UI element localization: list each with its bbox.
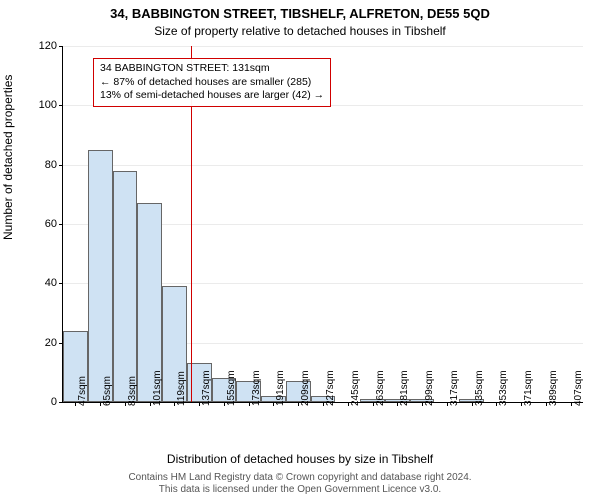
annotation-line: 13% of semi-detached houses are larger (… <box>100 89 324 103</box>
gridline <box>63 165 583 166</box>
x-tick-label: 137sqm <box>201 370 212 406</box>
x-tick-mark <box>125 402 126 406</box>
x-tick-label: 209sqm <box>300 370 311 406</box>
x-tick-mark <box>571 402 572 406</box>
x-axis-label: Distribution of detached houses by size … <box>0 452 600 466</box>
annotation-line: ← 87% of detached houses are smaller (28… <box>100 76 324 90</box>
x-tick-mark <box>150 402 151 406</box>
x-tick-mark <box>521 402 522 406</box>
histogram-bar <box>88 150 113 402</box>
x-tick-label: 83sqm <box>127 376 138 406</box>
x-tick-mark <box>348 402 349 406</box>
x-tick-mark <box>373 402 374 406</box>
x-tick-label: 263sqm <box>375 370 386 406</box>
y-tick-label: 80 <box>45 159 63 171</box>
x-tick-label: 101sqm <box>152 370 163 406</box>
x-tick-label: 173sqm <box>251 370 262 406</box>
gridline <box>63 46 583 47</box>
y-tick-label: 20 <box>45 337 63 349</box>
x-tick-label: 281sqm <box>399 370 410 406</box>
x-tick-label: 353sqm <box>498 370 509 406</box>
footer-line1: Contains HM Land Registry data © Crown c… <box>128 472 471 483</box>
chart-subtitle: Size of property relative to detached ho… <box>0 24 600 38</box>
x-tick-label: 119sqm <box>176 371 187 406</box>
y-tick-label: 40 <box>45 277 63 289</box>
chart-container: { "title_main": "34, BABBINGTON STREET, … <box>0 0 600 500</box>
x-tick-mark <box>249 402 250 406</box>
x-tick-label: 47sqm <box>77 376 88 406</box>
x-tick-label: 407sqm <box>573 370 584 406</box>
x-tick-label: 227sqm <box>325 370 336 406</box>
x-tick-label: 65sqm <box>102 376 113 406</box>
y-tick-label: 0 <box>51 396 63 408</box>
x-tick-label: 371sqm <box>523 370 534 406</box>
plot-area: 02040608010012047sqm65sqm83sqm101sqm119s… <box>62 46 583 403</box>
y-tick-label: 60 <box>45 218 63 230</box>
y-axis-label: Number of detached properties <box>1 75 15 240</box>
annotation-line: 34 BABBINGTON STREET: 131sqm <box>100 62 324 76</box>
footer-attribution: Contains HM Land Registry data © Crown c… <box>0 472 600 496</box>
x-tick-label: 191sqm <box>275 370 286 406</box>
chart-title: 34, BABBINGTON STREET, TIBSHELF, ALFRETO… <box>0 6 600 21</box>
x-tick-label: 299sqm <box>424 370 435 406</box>
x-tick-mark <box>422 402 423 406</box>
x-tick-mark <box>447 402 448 406</box>
x-tick-label: 155sqm <box>226 370 237 406</box>
x-tick-label: 389sqm <box>548 370 559 406</box>
x-tick-label: 317sqm <box>449 370 460 406</box>
x-tick-label: 245sqm <box>350 370 361 406</box>
y-tick-label: 100 <box>39 99 63 111</box>
x-tick-mark <box>100 402 101 406</box>
annotation-box: 34 BABBINGTON STREET: 131sqm← 87% of det… <box>93 58 331 107</box>
x-tick-label: 335sqm <box>474 370 485 406</box>
x-tick-mark <box>546 402 547 406</box>
x-tick-mark <box>323 402 324 406</box>
histogram-bar <box>113 171 138 402</box>
y-tick-label: 120 <box>39 40 63 52</box>
footer-line2: This data is licensed under the Open Gov… <box>159 484 441 495</box>
x-tick-mark <box>472 402 473 406</box>
x-tick-mark <box>224 402 225 406</box>
